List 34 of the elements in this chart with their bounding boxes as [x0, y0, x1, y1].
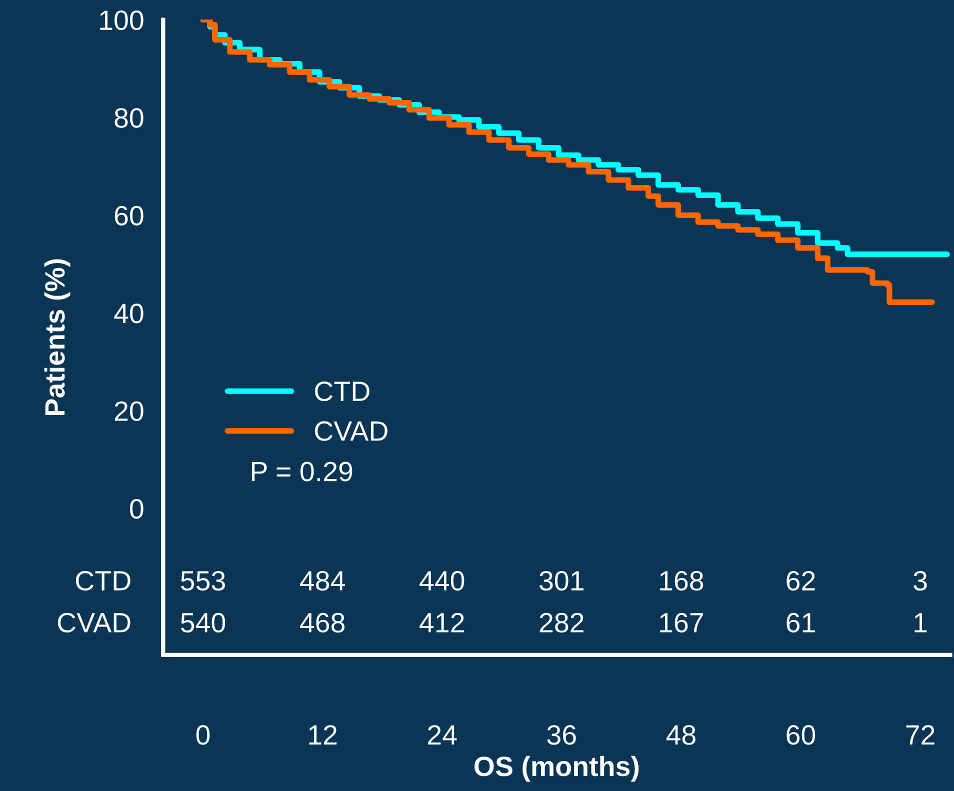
annotation: 440: [420, 570, 464, 591]
y-tick-label: 0: [130, 499, 144, 519]
x-tick-label: 12: [309, 725, 337, 745]
annotation: 62: [786, 570, 815, 591]
annotation: 468: [300, 612, 345, 633]
annotation: 168: [660, 570, 704, 591]
annotation: 1: [914, 613, 927, 632]
x-axis-title: OS (months): [474, 756, 639, 782]
text: CVAD: [58, 612, 130, 633]
annotation: 282: [540, 612, 584, 633]
y-tick-label: 20: [114, 401, 144, 421]
y-axis-title: Patients (%): [44, 259, 70, 415]
annotation: 3: [914, 570, 927, 591]
annotation: 484: [300, 570, 345, 591]
y-tick-label: 40: [114, 304, 144, 324]
x-tick-label: 0: [196, 725, 210, 745]
x-tick-label: 72: [906, 725, 934, 745]
y-tick-label: 100: [100, 10, 144, 30]
y-tick-label: 60: [114, 206, 144, 226]
annotation: P = 0.29: [252, 462, 352, 482]
x-tick-label: 60: [786, 725, 816, 745]
annotation: 553: [180, 570, 225, 591]
annotation: 61: [786, 612, 815, 633]
x-tick-label: 48: [666, 725, 696, 745]
legend-label: CTD: [315, 381, 370, 402]
legend-label: CVAD: [315, 421, 388, 441]
x-tick-label: 36: [547, 725, 576, 745]
x-tick-label: 24: [428, 725, 457, 745]
annotation: 301: [540, 570, 584, 591]
annotation: 540: [180, 612, 226, 633]
y-tick-label: 80: [114, 108, 144, 128]
annotation: 412: [420, 612, 464, 632]
annotation: 167: [660, 612, 703, 633]
text: CTD: [76, 570, 130, 591]
